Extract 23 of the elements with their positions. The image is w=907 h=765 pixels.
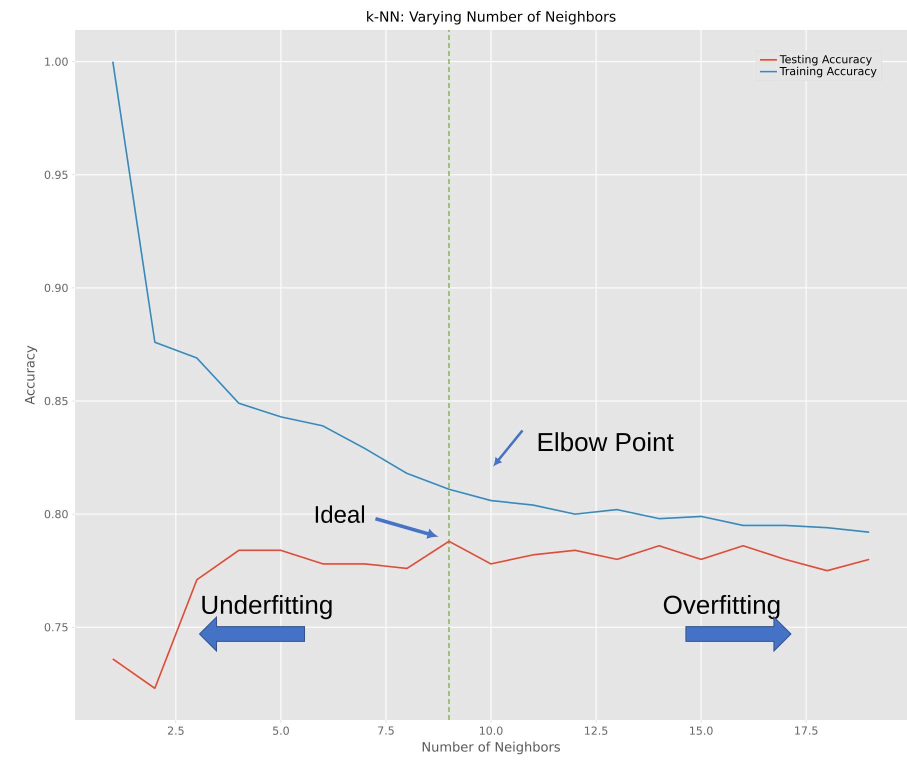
legend-label: Testing Accuracy [780, 54, 872, 66]
x-tick-label: 12.5 [585, 726, 608, 735]
x-tick-label: 5.0 [273, 726, 289, 735]
annotation: Underfitting [202, 594, 332, 620]
x-tick-label: 15.0 [690, 726, 713, 735]
x-tick-label: 7.5 [378, 726, 394, 735]
y-tick-label: 0.75 [44, 623, 68, 632]
line-series [112, 540, 870, 690]
annotation: Elbow Point [538, 432, 674, 452]
legend-label: Training Accuracy [780, 66, 877, 78]
chart-title: k-NN: Varying Number of Neighbors [367, 10, 616, 24]
y-tick-label: 0.85 [44, 396, 68, 406]
x-tick-label: 2.5 [168, 726, 184, 735]
x-axis-title: Number of Neighbors [422, 742, 560, 754]
x-tick-label: 17.5 [795, 726, 818, 735]
y-axis-title: Accuracy [24, 346, 38, 405]
x-tick-label: 10.0 [480, 726, 503, 735]
y-tick-label: 0.95 [44, 170, 68, 179]
y-tick-label: 1.00 [45, 57, 68, 66]
y-tick-label: 0.90 [44, 284, 68, 292]
annotation: Overfitting [664, 594, 780, 620]
y-tick-label: 0.80 [44, 510, 68, 518]
annotation: Ideal [316, 505, 364, 523]
